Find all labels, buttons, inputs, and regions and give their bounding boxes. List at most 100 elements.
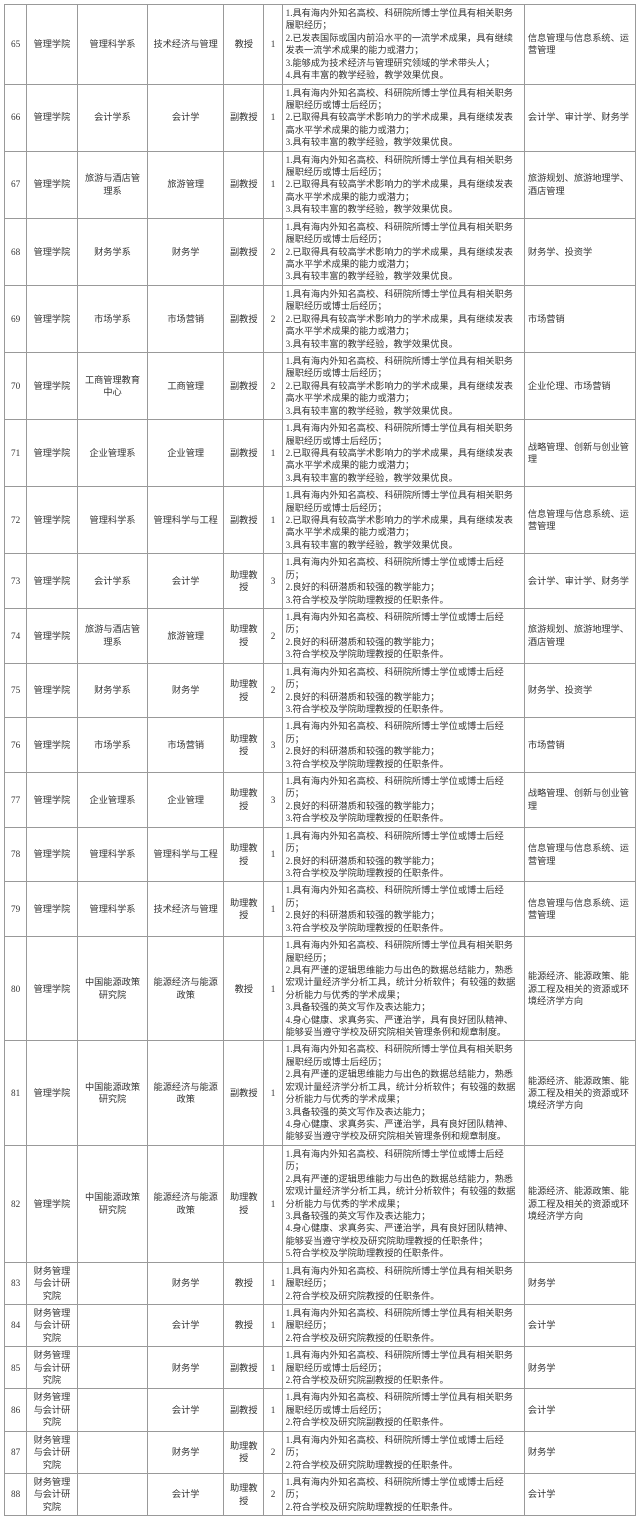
major: 财务学 [148,663,224,718]
row-number: 82 [5,1145,27,1262]
table-row: 66管理学院会计学系会计学副教授11.具有海内外知名高校、科研院所博士学位具有相… [5,84,636,151]
college: 财务管理与会计研究院 [27,1262,77,1304]
direction: 战略管理、创新与创业管理 [524,773,635,828]
direction: 财务学、投资学 [524,663,635,718]
department: 市场学系 [77,285,148,352]
direction: 旅游规划、旅游地理学、酒店管理 [524,608,635,663]
college: 财务管理与会计研究院 [27,1304,77,1346]
row-number: 74 [5,608,27,663]
job-title: 副教授 [224,1347,264,1389]
quota: 2 [264,1431,282,1473]
department [77,1431,148,1473]
quota: 1 [264,1262,282,1304]
quota: 1 [264,937,282,1041]
direction: 企业伦理、市场营销 [524,352,635,419]
row-number: 71 [5,420,27,487]
table-row: 84财务管理与会计研究院会计学教授11.具有海内外知名高校、科研院所博士学位具有… [5,1304,636,1346]
requirements: 1.具有海内外知名高校、科研院所博士学位具有相关职务履职经历； 2.符合学校及研… [282,1304,524,1346]
row-number: 76 [5,718,27,773]
department [77,1304,148,1346]
direction: 信息管理与信息系统、运营管理 [524,487,635,554]
college: 管理学院 [27,420,77,487]
table-row: 83财务管理与会计研究院财务学教授11.具有海内外知名高校、科研院所博士学位具有… [5,1262,636,1304]
department: 企业管理系 [77,420,148,487]
major: 会计学 [148,84,224,151]
department: 管理科学系 [77,5,148,85]
direction: 旅游规划、旅游地理学、酒店管理 [524,151,635,218]
job-title: 副教授 [224,1041,264,1145]
requirements: 1.具有海内外知名高校、科研院所博士学位具有相关职务履职经历； 2.具有严谨的逻… [282,937,524,1041]
direction: 财务学 [524,1431,635,1473]
direction: 能源经济、能源政策、能源工程及相关的资源或环境经济学方向 [524,937,635,1041]
college: 财务管理与会计研究院 [27,1473,77,1515]
requirements: 1.具有海内外知名高校、科研院所博士学位具有相关职务履职经历或博士后经历； 2.… [282,151,524,218]
table-row: 76管理学院市场学系市场营销助理教授31.具有海内外知名高校、科研院所博士学位或… [5,718,636,773]
table-row: 74管理学院旅游与酒店管理系旅游管理助理教授21.具有海内外知名高校、科研院所博… [5,608,636,663]
table-row: 70管理学院工商管理教育中心工商管理副教授21.具有海内外知名高校、科研院所博士… [5,352,636,419]
department [77,1473,148,1515]
department: 管理科学系 [77,827,148,882]
job-title: 助理教授 [224,663,264,718]
job-title: 助理教授 [224,1145,264,1262]
recruitment-table: 65管理学院管理科学系技术经济与管理教授11.具有海内外知名高校、科研院所博士学… [4,4,636,1516]
row-number: 86 [5,1389,27,1431]
quota: 2 [264,608,282,663]
job-title: 教授 [224,5,264,85]
department: 中国能源政策研究院 [77,1145,148,1262]
job-title: 副教授 [224,285,264,352]
major: 会计学 [148,1473,224,1515]
requirements: 1.具有海内外知名高校、科研院所博士学位或博士后经历； 2.良好的科研潜质和较强… [282,554,524,609]
requirements: 1.具有海内外知名高校、科研院所博士学位或博士后经历； 2.良好的科研潜质和较强… [282,608,524,663]
major: 会计学 [148,554,224,609]
major: 旅游管理 [148,151,224,218]
requirements: 1.具有海内外知名高校、科研院所博士学位具有相关职务履职经历或博士后经历； 2.… [282,487,524,554]
requirements: 1.具有海内外知名高校、科研院所博士学位或博士后经历； 2.良好的科研潜质和较强… [282,718,524,773]
major: 财务学 [148,1431,224,1473]
quota: 2 [264,352,282,419]
row-number: 88 [5,1473,27,1515]
table-row: 86财务管理与会计研究院会计学副教授11.具有海内外知名高校、科研院所博士学位具… [5,1389,636,1431]
direction: 信息管理与信息系统、运营管理 [524,827,635,882]
major: 财务学 [148,1262,224,1304]
job-title: 副教授 [224,151,264,218]
college: 管理学院 [27,663,77,718]
row-number: 69 [5,285,27,352]
college: 管理学院 [27,5,77,85]
requirements: 1.具有海内外知名高校、科研院所博士学位或博士后经历； 2.具有严谨的逻辑思维能… [282,1145,524,1262]
row-number: 84 [5,1304,27,1346]
major: 技术经济与管理 [148,882,224,937]
quota: 1 [264,1347,282,1389]
job-title: 助理教授 [224,1473,264,1515]
quota: 2 [264,663,282,718]
quota: 1 [264,1145,282,1262]
quota: 2 [264,285,282,352]
college: 管理学院 [27,151,77,218]
quota: 1 [264,1389,282,1431]
table-row: 78管理学院管理科学系管理科学与工程助理教授11.具有海内外知名高校、科研院所博… [5,827,636,882]
table-row: 73管理学院会计学系会计学助理教授31.具有海内外知名高校、科研院所博士学位或博… [5,554,636,609]
job-title: 副教授 [224,352,264,419]
requirements: 1.具有海内外知名高校、科研院所博士学位具有相关职务履职经历； 2.符合学校及研… [282,1262,524,1304]
department: 企业管理系 [77,773,148,828]
direction: 市场营销 [524,718,635,773]
row-number: 68 [5,218,27,285]
job-title: 副教授 [224,1389,264,1431]
table-row: 71管理学院企业管理系企业管理副教授11.具有海内外知名高校、科研院所博士学位具… [5,420,636,487]
job-title: 教授 [224,1262,264,1304]
quota: 1 [264,1041,282,1145]
job-title: 副教授 [224,84,264,151]
table-row: 75管理学院财务学系财务学助理教授21.具有海内外知名高校、科研院所博士学位或博… [5,663,636,718]
job-title: 助理教授 [224,882,264,937]
college: 管理学院 [27,827,77,882]
quota: 2 [264,218,282,285]
major: 市场营销 [148,718,224,773]
quota: 1 [264,827,282,882]
table-row: 69管理学院市场学系市场营销副教授21.具有海内外知名高校、科研院所博士学位具有… [5,285,636,352]
direction: 战略管理、创新与创业管理 [524,420,635,487]
major: 企业管理 [148,773,224,828]
college: 管理学院 [27,218,77,285]
college: 管理学院 [27,718,77,773]
major: 工商管理 [148,352,224,419]
department: 管理科学系 [77,882,148,937]
job-title: 助理教授 [224,554,264,609]
